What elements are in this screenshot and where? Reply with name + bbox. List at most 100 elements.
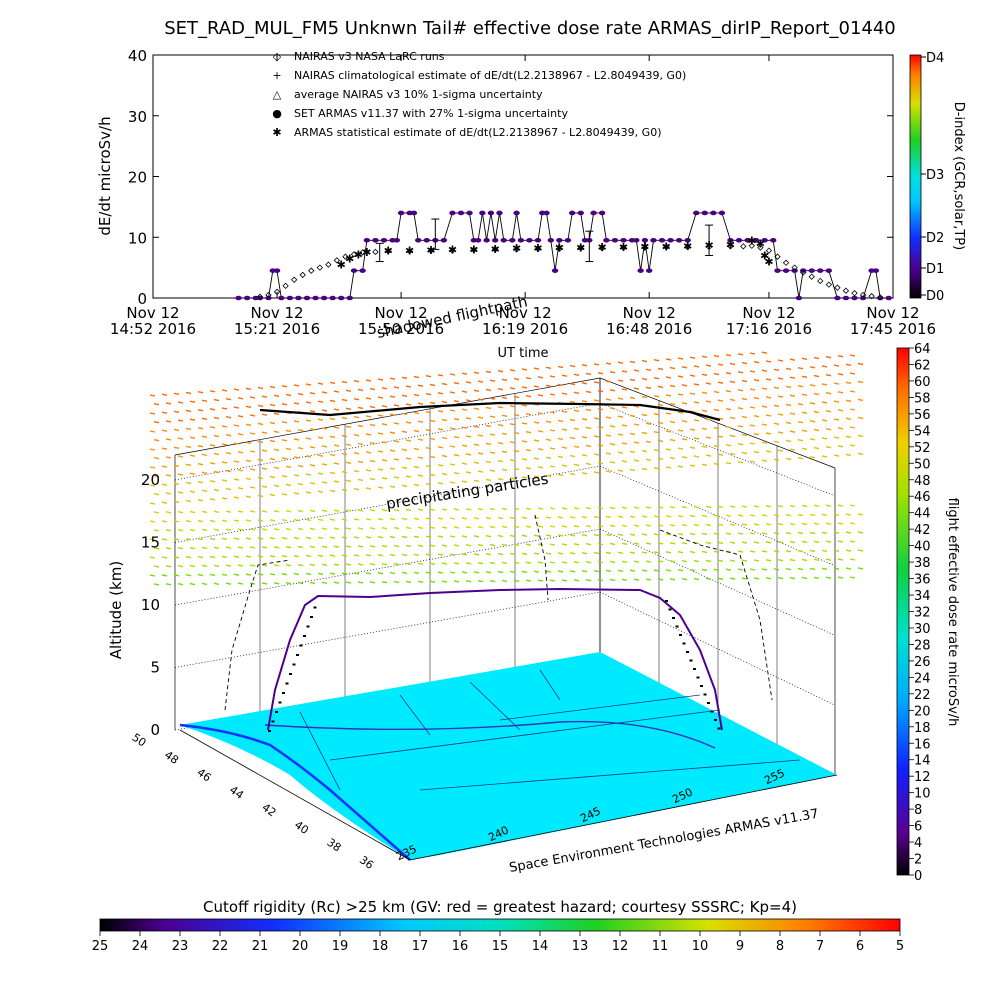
ascent-marker [306, 625, 310, 628]
armas-data-point [667, 237, 674, 243]
particle-dash [285, 545, 292, 549]
figure-title: SET_RAD_MUL_FM5 Unknwn Tail# effective d… [164, 18, 896, 39]
particle-dash [597, 371, 604, 375]
dose-colorbar-tick-label: 2 [914, 853, 922, 868]
particle-dash [557, 383, 564, 387]
particle-dash [717, 435, 724, 438]
box-edge [599, 377, 836, 469]
particle-dash [345, 527, 352, 530]
particle-dash [801, 576, 808, 580]
particle-dash [177, 419, 184, 422]
particle-dash [737, 461, 744, 464]
particle-dash [357, 581, 364, 584]
particle-dash [369, 405, 376, 409]
particle-dash [701, 409, 708, 413]
particle-dash [293, 536, 300, 540]
particle-dash [357, 424, 364, 428]
particle-dash [441, 418, 448, 422]
particle-dash [693, 523, 700, 527]
particle-dash [657, 385, 664, 389]
particle-dash [429, 544, 436, 547]
particle-dash [357, 563, 364, 566]
particle-dash [489, 543, 496, 547]
particle-dash [249, 546, 256, 549]
particle-dash [177, 547, 184, 550]
descent-marker [665, 600, 668, 602]
particle-dash [581, 551, 588, 555]
ascent-marker [282, 692, 285, 694]
legend-symbol: + [272, 69, 281, 82]
particle-dash [549, 411, 556, 414]
particle-dash [593, 363, 600, 366]
particle-dash [765, 541, 772, 544]
particle-dash [633, 578, 640, 581]
particle-dash [681, 384, 688, 387]
particle-dash [357, 545, 364, 548]
particle-dash [629, 450, 636, 454]
particle-dash [245, 387, 252, 390]
particle-dash [341, 488, 348, 492]
particle-dash [321, 463, 328, 466]
particle-dash [437, 446, 444, 449]
particle-dash [813, 504, 820, 508]
particle-dash [561, 392, 568, 395]
particle-dash [365, 451, 372, 454]
particle-dash [473, 407, 480, 411]
latitude-tick-label: 36 [357, 853, 376, 872]
x-tick-label-date: Nov 12 [623, 304, 676, 322]
particle-dash [705, 541, 712, 545]
particle-dash [701, 463, 708, 467]
particle-dash [801, 393, 808, 397]
particle-dash [149, 502, 156, 505]
particle-dash [725, 514, 732, 517]
particle-dash [737, 389, 744, 392]
particle-dash [413, 447, 420, 451]
d-index-tick-label: D1 [926, 262, 944, 277]
particle-dash [293, 492, 300, 495]
map-boundary [419, 759, 801, 791]
particle-dash [621, 578, 628, 581]
particle-dash [293, 572, 300, 576]
particle-dash [549, 393, 556, 396]
particle-dash [501, 432, 508, 436]
particle-dash [381, 580, 388, 584]
nairas-data-point [556, 245, 563, 252]
particle-dash [165, 474, 172, 477]
dose-colorbar-tick-label: 34 [914, 589, 931, 604]
armas-data-point [474, 237, 482, 243]
particle-dash [417, 526, 424, 530]
armas-data-point [543, 210, 550, 216]
particle-dash [477, 562, 484, 565]
particle-dash [201, 417, 208, 421]
particle-dash [245, 573, 252, 576]
particle-dash [677, 569, 684, 572]
coastline [179, 723, 411, 861]
particle-dash [489, 561, 496, 565]
particle-dash [465, 508, 472, 511]
particle-dash [789, 394, 796, 397]
particle-dash [321, 545, 328, 548]
particle-dash [813, 356, 820, 360]
particle-dash [761, 351, 768, 354]
particle-dash [237, 546, 244, 549]
particle-dash [797, 366, 804, 370]
particle-dash [765, 505, 772, 508]
particle-dash [569, 454, 576, 458]
particle-dash [797, 438, 804, 442]
armas-stat-point: ✱ [764, 256, 773, 269]
particle-dash [653, 449, 660, 452]
particle-dash [753, 397, 760, 400]
particle-dash [849, 354, 856, 357]
particle-dash [461, 372, 468, 375]
particle-dash [645, 458, 652, 461]
particle-dash [293, 518, 300, 522]
particle-dash [189, 546, 196, 550]
particle-dash [701, 391, 708, 395]
nairas-data-point [290, 276, 298, 283]
particle-dash [249, 414, 256, 417]
particle-dash [557, 473, 564, 477]
legend-label: NAIRAS v3 NASA LaRC runs [294, 50, 445, 63]
particle-dash [849, 444, 856, 447]
particle-dash [569, 472, 576, 476]
